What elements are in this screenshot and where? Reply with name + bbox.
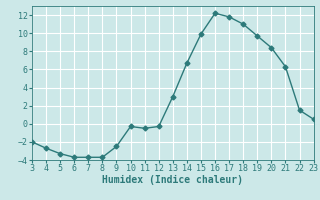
X-axis label: Humidex (Indice chaleur): Humidex (Indice chaleur) xyxy=(102,175,243,185)
